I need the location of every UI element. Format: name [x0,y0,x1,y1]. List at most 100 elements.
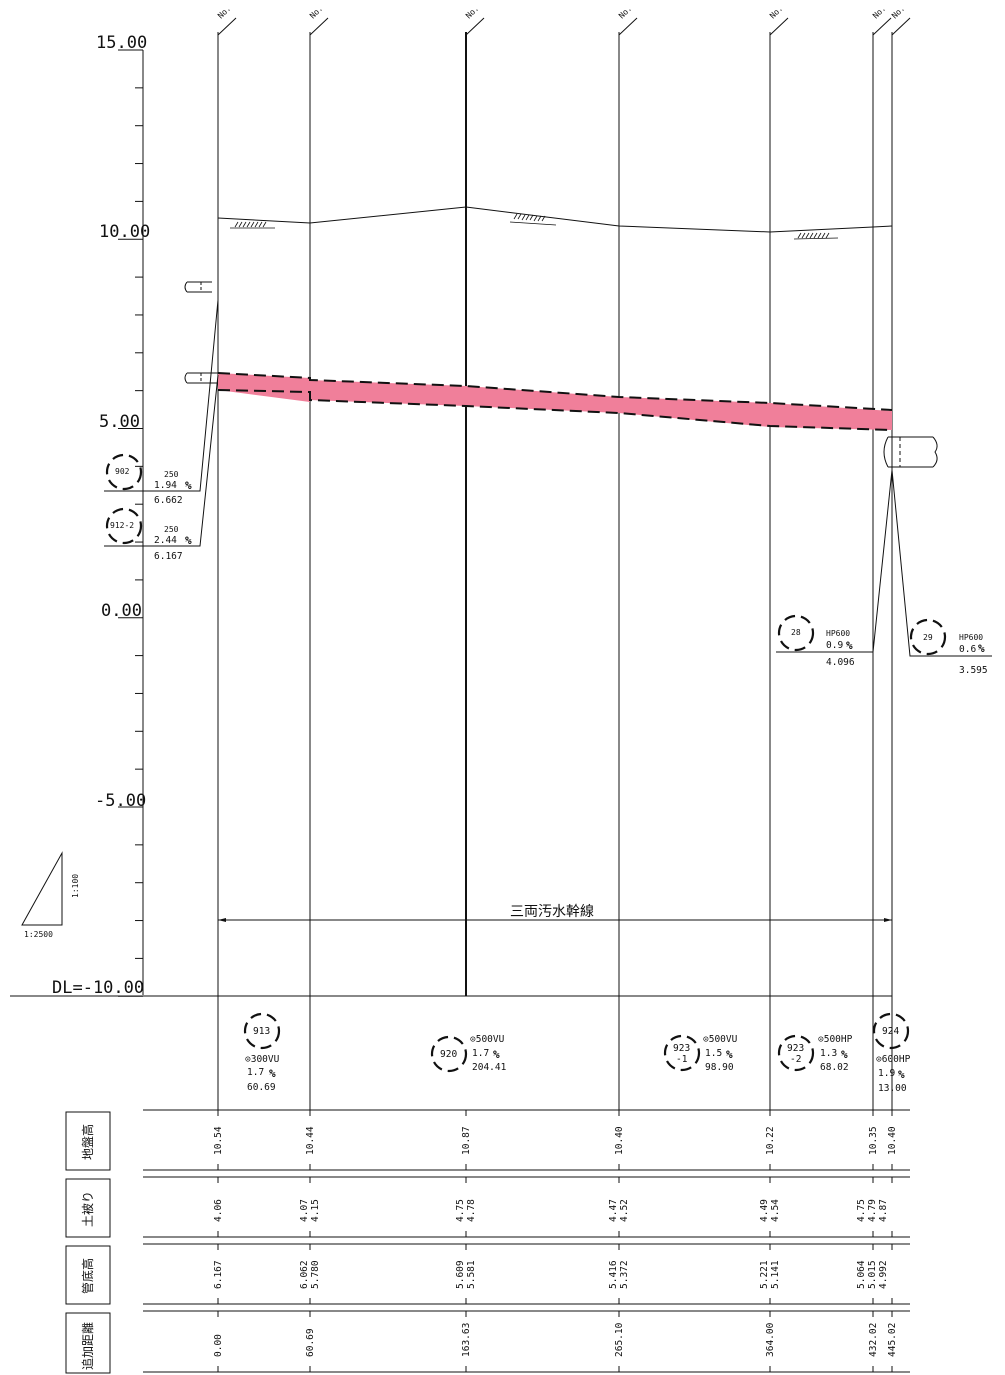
horizontal-scale-label: 1:2500 [24,930,53,939]
ground-height-value: 10.22 [765,1126,776,1155]
station-marker-3: No. [464,4,481,21]
svg-text:1.7: 1.7 [472,1048,489,1059]
svg-text:⊙500VU: ⊙500VU [470,1034,505,1045]
cumulative-distance-value: 60.69 [305,1328,316,1357]
invert-value: 6.062 [299,1260,310,1289]
segment-923-2: 923 -2 ⊙500HP 1.3 % 68.02 [777,1034,853,1073]
invert-value: 5.221 [759,1260,770,1289]
svg-text:1.9: 1.9 [878,1068,895,1079]
svg-text:204.41: 204.41 [472,1062,507,1073]
cover-value: 4.15 [310,1199,321,1222]
svg-text:68.02: 68.02 [820,1062,849,1073]
ground-height-value: 10.35 [868,1126,879,1155]
svg-text:902: 902 [115,467,130,476]
ground-height-value: 10.40 [614,1126,625,1155]
svg-text:28: 28 [791,628,801,637]
side-pipe-912-2: 912-2 250 2.44 % 6.167 [105,507,192,562]
invert-value: 5.609 [455,1260,466,1289]
svg-text:4.096: 4.096 [826,657,855,668]
svg-text:-2: -2 [790,1054,801,1065]
svg-text:%: % [185,534,192,547]
invert-value: 5.372 [619,1260,630,1289]
ground-line [217,206,893,240]
ground-height-value: 10.87 [461,1126,472,1155]
svg-text:0.9: 0.9 [826,640,843,651]
elevation-label-15: 15.00 [96,33,147,53]
svg-text:-1: -1 [676,1054,688,1065]
invert-value: 5.064 [856,1260,867,1289]
svg-text:%: % [185,479,192,492]
segment-923-1: 923 -1 ⊙500VU 1.5 % 98.90 [663,1034,738,1073]
svg-text:250: 250 [164,470,179,479]
station-marker-5: No. [768,4,785,21]
svg-text:6.167: 6.167 [154,551,183,562]
svg-text:923: 923 [673,1043,690,1054]
svg-text:250: 250 [164,525,179,534]
svg-text:1.5: 1.5 [705,1048,722,1059]
svg-text:60.69: 60.69 [247,1082,276,1093]
cover-value: 4.47 [608,1199,619,1222]
svg-text:1.7: 1.7 [247,1067,264,1078]
svg-text:⊙500HP: ⊙500HP [818,1034,853,1045]
svg-text:%: % [846,639,853,652]
elevation-label-0: 0.00 [101,601,142,621]
cover-value: 4.52 [619,1199,630,1222]
svg-text:912-2: 912-2 [110,521,134,530]
row-label-invert: 管底高 [80,1258,95,1294]
cover-value: 4.78 [466,1199,477,1222]
svg-text:%: % [841,1048,848,1061]
svg-text:924: 924 [882,1026,899,1037]
elevation-axis: 15.00 10.00 5.00 0.00 -5.00 DL=-10.00 [10,33,892,998]
side-pipe-28: 28 HP600 0.9 % 4.096 [777,614,855,668]
elevation-label-5: 5.00 [99,412,140,432]
svg-text:2.44: 2.44 [154,535,177,546]
station-marker-1: No. [216,4,233,21]
svg-text:3.595: 3.595 [959,665,988,676]
cover-value: 4.87 [878,1199,889,1222]
invert-value: 6.167 [213,1260,224,1289]
left-inlet-pipes [104,281,219,547]
svg-text:913: 913 [253,1026,270,1037]
side-pipe-902: 902 250 1.94 % 6.662 [105,453,192,506]
elevation-label-minus5: -5.00 [95,791,146,811]
cover-value: 4.75 [455,1199,466,1222]
svg-text:⊙600HP: ⊙600HP [876,1054,911,1065]
svg-text:⊙500VU: ⊙500VU [703,1034,738,1045]
svg-text:0.6: 0.6 [959,644,976,655]
cumulative-distance-value: 265.10 [614,1322,625,1357]
ground-height-value: 10.44 [305,1126,316,1155]
svg-text:⊙300VU: ⊙300VU [245,1054,280,1065]
svg-text:923: 923 [787,1043,804,1054]
elevation-label-10: 10.00 [99,222,150,242]
invert-value: 4.992 [878,1260,889,1289]
data-table: 地盤高 土被り 管底高 追加距離 10.54 10.44 10.87 10.40 10.… [65,1109,910,1374]
svg-text:920: 920 [440,1049,457,1060]
segment-924: 924 ⊙600HP 1.9 % 13.00 [872,1012,911,1094]
cover-value: 4.79 [867,1199,878,1222]
ground-height-value: 10.40 [887,1126,898,1155]
cumulative-distance-value: 163.63 [461,1323,472,1357]
svg-text:%: % [978,642,985,655]
route-dimension: 三両汚水幹線 [218,903,892,922]
side-pipe-29: 29 HP600 0.6 % 3.595 [909,618,988,676]
svg-text:HP600: HP600 [959,633,983,642]
invert-value: 5.416 [608,1260,619,1289]
cumulative-distance-value: 364.00 [765,1322,776,1357]
row-label-cover: 土被り [81,1191,95,1227]
station-marker-7: No. [890,4,907,21]
datum-label: DL=-10.00 [52,978,144,998]
row-label-ground: 地盤高 [80,1124,95,1160]
cover-value: 4.75 [856,1199,867,1222]
scale-triangle: 1:100 1:2500 [21,851,80,939]
svg-text:%: % [898,1068,905,1081]
main-pipe [217,372,893,431]
svg-text:%: % [269,1067,276,1080]
segment-913: 913 ⊙300VU 1.7 % 60.69 [243,1012,281,1093]
svg-text:1.94: 1.94 [154,480,177,491]
vertical-scale-label: 1:100 [71,874,80,898]
route-label: 三両汚水幹線 [510,903,594,920]
cumulative-distance-value: 432.02 [868,1323,879,1357]
svg-text:%: % [726,1048,733,1061]
ground-height-value: 10.54 [213,1126,224,1155]
